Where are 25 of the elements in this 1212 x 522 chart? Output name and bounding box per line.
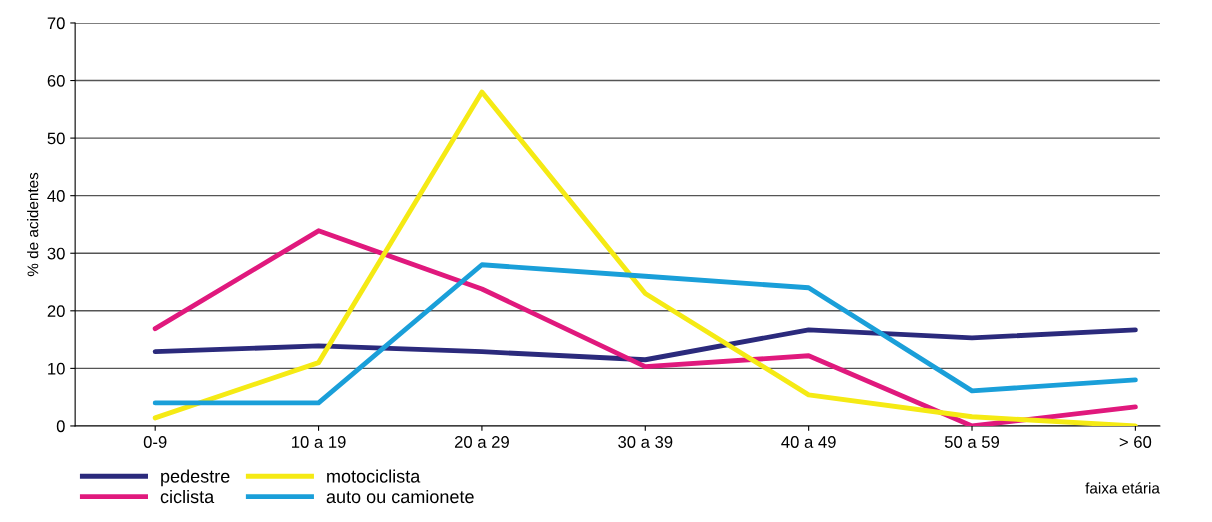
x-axis-title: faixa etária [1085,482,1160,494]
line-series [152,228,1138,426]
x-tick-label: 20 a 29 [454,436,509,448]
y-axis-title: % de acidentes [27,172,39,277]
y-tick-label: 50 [47,132,65,145]
x-tick-label: 30 a 39 [618,436,673,448]
legend-label: ciclista [160,489,215,504]
legend-label: auto ou camionete [326,489,474,504]
y-tick-label: 20 [47,305,65,318]
y-tick-label: 0 [56,420,65,433]
legend-label: motociclista [327,469,421,483]
x-tick-label: 0-9 [143,436,167,448]
y-tick-label: 40 [47,190,65,202]
x-tick-label: 50 a 59 [944,436,1000,448]
y-tick-label: 70 [47,17,65,30]
x-tick-label: 10 a 19 [292,436,346,448]
y-tick-label: 10 [48,362,65,375]
line-series [152,89,1138,426]
x-tick-label: > 60 [1119,436,1152,448]
y-tick-label: 30 [47,247,65,260]
x-tick-label: 40 a 49 [781,436,836,448]
line-series [152,262,1138,406]
legend-label: pedestre [161,469,230,487]
y-tick-label: 60 [47,74,65,87]
line-series [152,327,1138,363]
